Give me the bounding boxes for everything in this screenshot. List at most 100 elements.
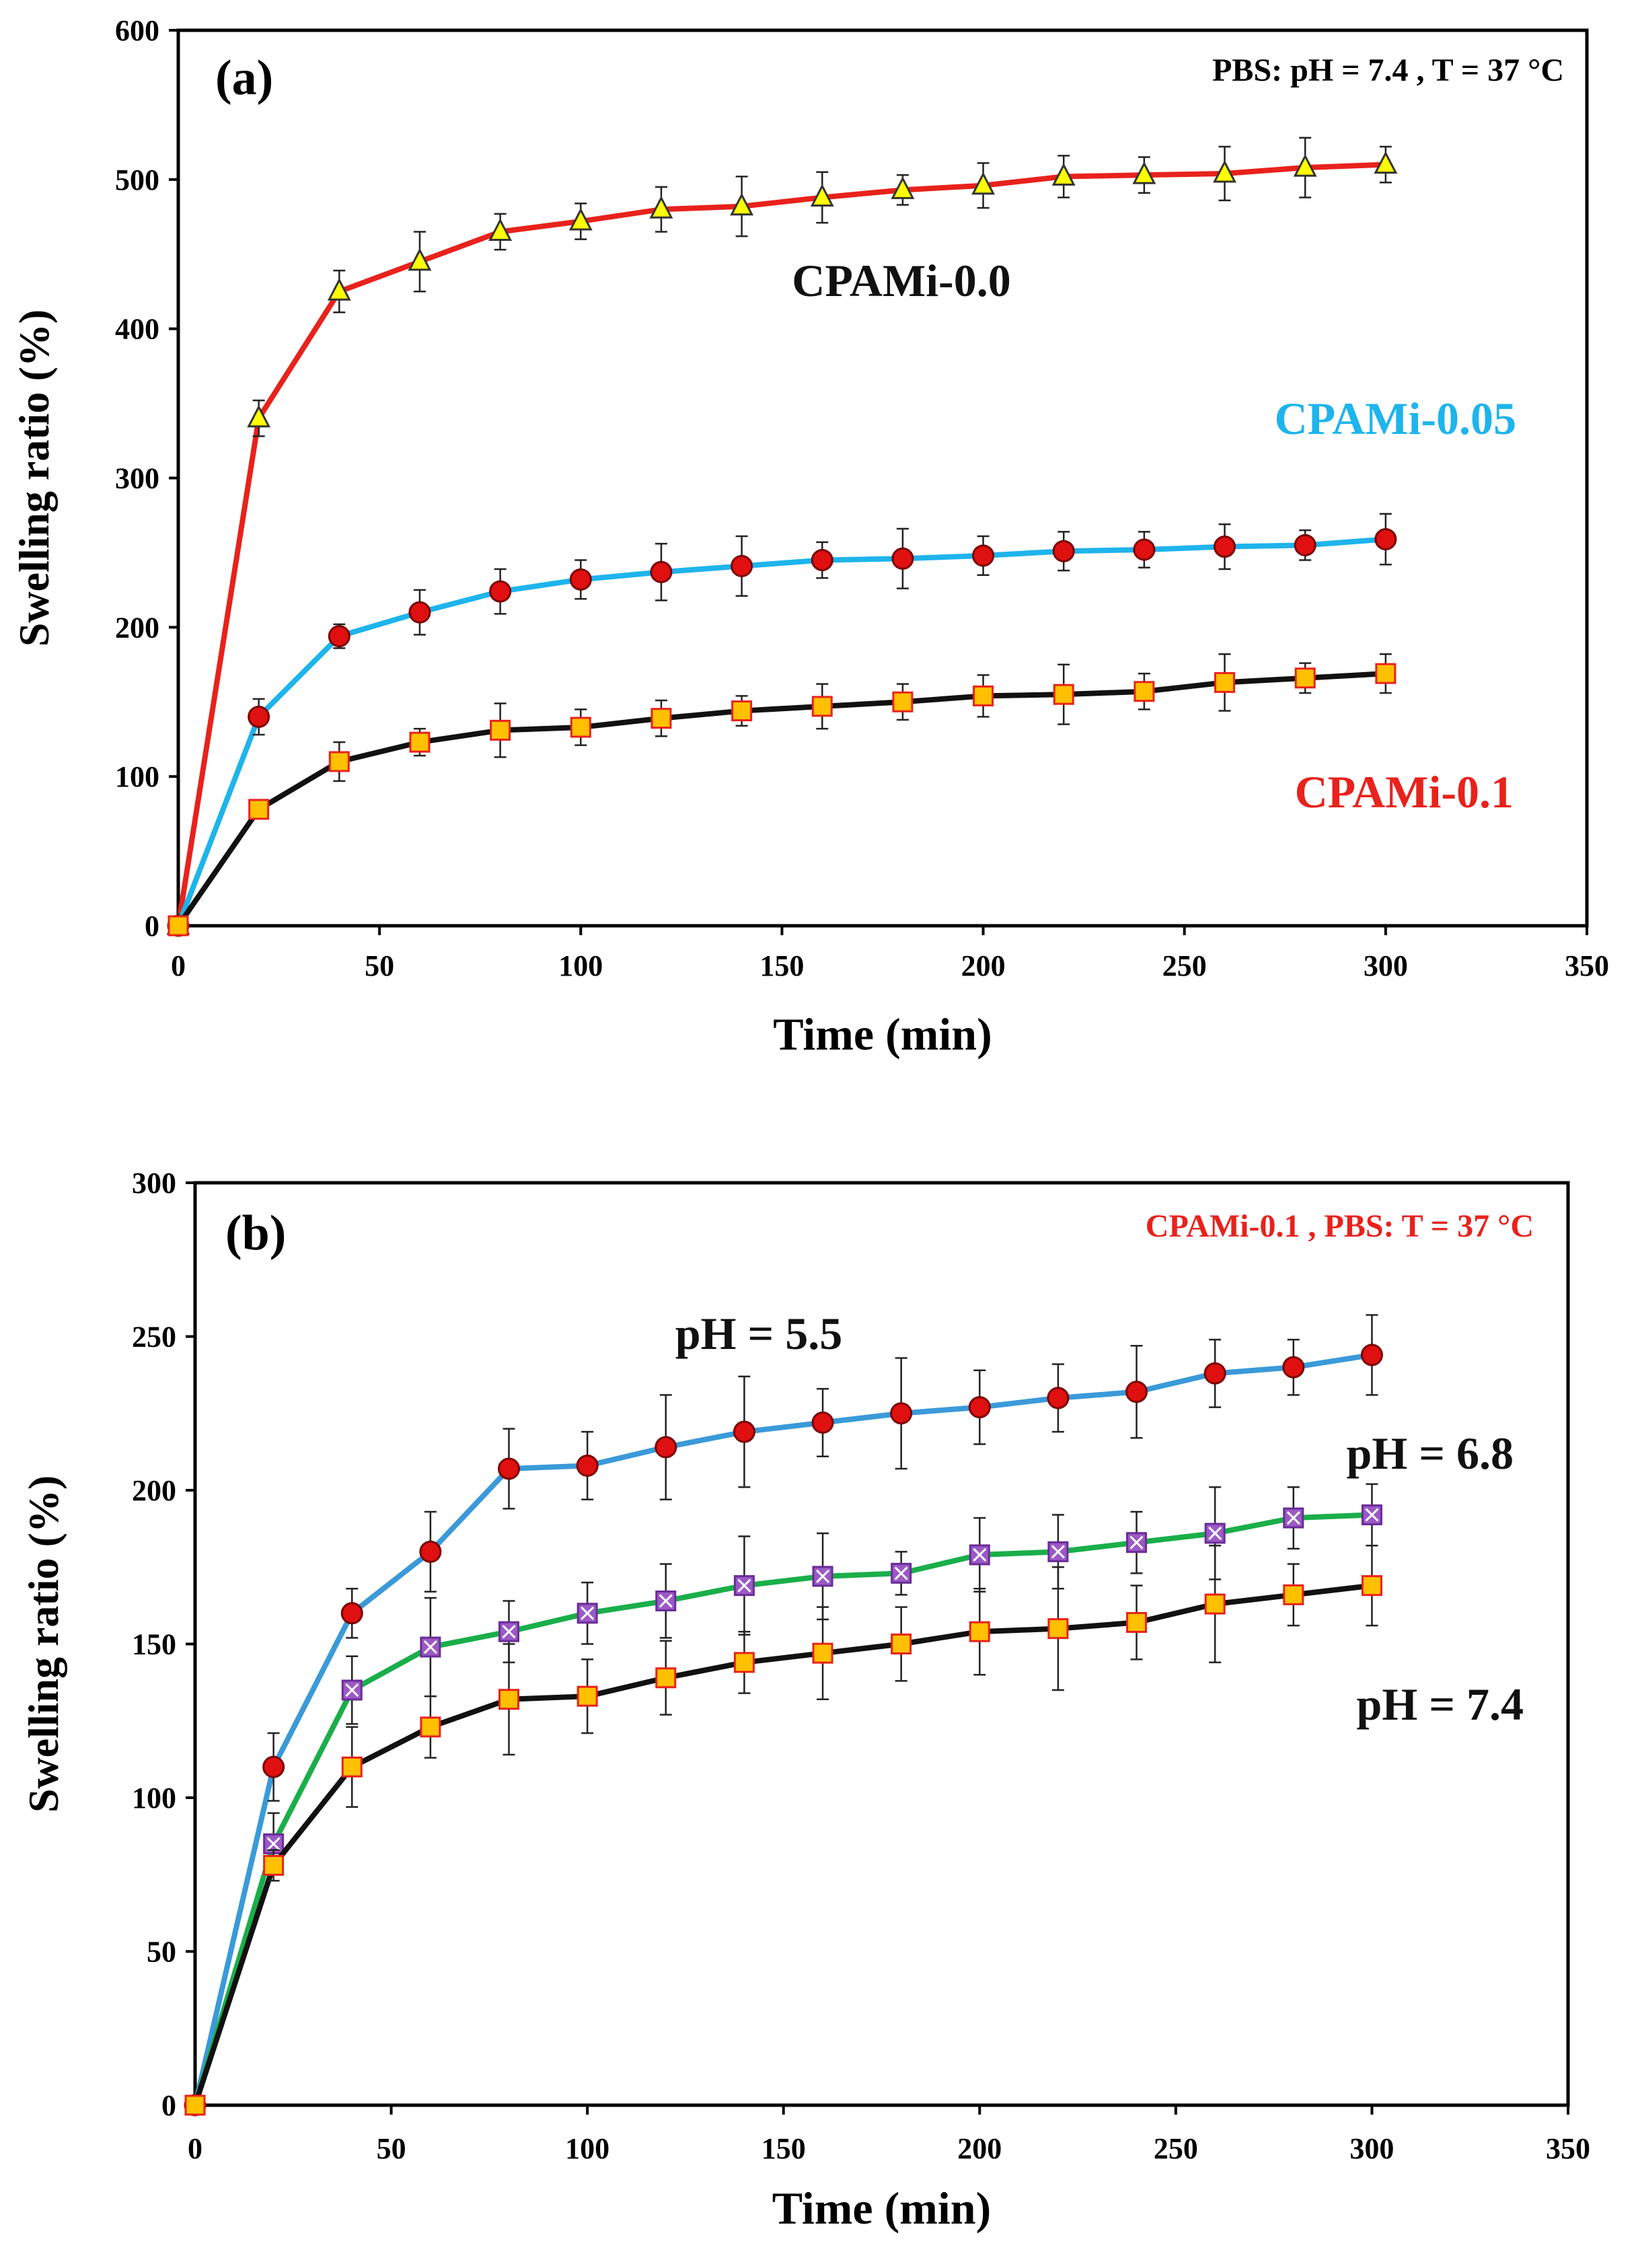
data-point-x [423,1640,437,1654]
data-point-circle [891,547,914,570]
x-tick-label: 150 [761,2132,806,2165]
data-point-square [891,1634,912,1654]
data-point-x [1129,1535,1144,1549]
data-point-triangle [327,277,351,301]
series-label: CPAMi-0.1 [1295,766,1514,817]
data-point-x [737,1578,751,1593]
data-point-triangle [247,404,271,428]
data-point-circle [1203,1362,1226,1385]
x-axis-title: Time (min) [773,1009,992,1060]
x-tick-label: 50 [377,2132,406,2165]
data-point-square [1204,1593,1226,1615]
y-axis-title: Swelling ratio (%) [10,309,58,647]
chart-panel-b: 0 50 100 150 200 250 300 350 0 50 100 150 200 250 300 T… [20,1167,1590,2234]
series-ph-6-8: pH = 6.8 [184,1428,1514,2116]
data-point-circle [1360,1344,1383,1366]
data-point-square [263,1855,285,1876]
data-point-x [502,1625,516,1639]
data-point-x [815,1569,830,1584]
data-point-square [1294,667,1316,689]
x-tick-label: 100 [558,949,603,982]
data-point-square [577,1685,598,1707]
data-point-triangle [730,192,754,216]
x-tick-label: 0 [188,2132,202,2165]
data-point-square [731,700,753,722]
series-line [176,536,1386,927]
data-point-circle [811,1411,834,1434]
data-point-square [655,1667,677,1689]
data-point-circle [489,580,512,603]
y-tick-label: 200 [132,1474,176,1507]
data-point-x [1051,1545,1065,1559]
x-tick-label: 200 [957,2132,1002,2165]
x-tick-label: 250 [1154,2132,1198,2165]
data-point-square [420,1716,441,1738]
data-point-square [341,1756,363,1778]
series-label: pH = 5.5 [675,1308,842,1359]
data-point-x [581,1606,595,1620]
data-point-triangle [1293,153,1317,177]
y-tick-label: 300 [132,1167,176,1200]
data-point-triangle [891,176,915,199]
data-point-square [892,691,914,712]
x-tick-label: 0 [171,949,186,982]
data-point-square [1283,1584,1304,1605]
data-point-circle [655,1436,677,1459]
y-tick-label: 300 [115,462,159,495]
y-tick-label: 150 [132,1628,176,1661]
x-tick-label: 150 [759,949,804,982]
data-point-circle [1374,527,1397,550]
series-label: pH = 7.4 [1357,1679,1524,1730]
data-point-circle [498,1457,521,1480]
data-point-square [498,1689,520,1710]
series-line [192,1352,1373,2106]
data-point-circle [569,568,592,591]
data-point-circle [248,705,270,728]
series-cpami-0-1: CPAMi-0.1 [168,653,1514,937]
condition-label: PBS: pH = 7.4 , T = 37 °C [1212,52,1564,88]
series-cpami-0-05: CPAMi-0.05 [167,393,1516,937]
series-label: CPAMi-0.0 [792,255,1010,306]
data-point-circle [890,1402,913,1425]
condition-label: CPAMi-0.1 , PBS: T = 37 °C [1146,1208,1534,1244]
data-point-triangle [971,172,996,195]
data-point-triangle [408,248,432,271]
y-tick-label: 100 [132,1782,176,1815]
data-point-circle [1282,1356,1305,1379]
x-tick-label: 350 [1546,2132,1590,2165]
data-point-triangle [1051,163,1076,186]
y-tick-label: 500 [115,163,159,196]
data-point-x [1365,1508,1379,1522]
data-point-circle [1133,538,1156,561]
data-point-circle [1125,1381,1148,1403]
data-point-x [659,1594,673,1608]
data-point-circle [1052,540,1075,562]
data-point-square [650,708,672,729]
data-point-circle [1294,534,1316,556]
data-point-circle [408,601,431,624]
y-tick-label: 100 [115,760,159,793]
y-axis-title: Swelling ratio (%) [20,1475,67,1813]
data-point-x [1286,1511,1300,1525]
data-point-circle [811,549,833,572]
data-point-x [894,1566,908,1580]
data-point-square [973,685,994,706]
series-line [176,671,1386,928]
data-point-square [1361,1575,1382,1597]
x-tick-label: 300 [1364,949,1408,982]
data-point-x [973,1547,987,1562]
data-point-circle [650,560,673,583]
data-point-triangle [568,207,593,231]
series-line [192,1582,1372,2107]
data-point-circle [731,554,753,577]
data-point-circle [576,1454,599,1477]
y-tick-label: 0 [145,910,159,943]
x-tick-label: 350 [1565,949,1609,982]
data-point-x [1208,1526,1222,1541]
data-point-square [1133,681,1155,702]
series-line [176,161,1386,926]
data-point-circle [733,1420,755,1443]
x-tick-label: 200 [961,949,1006,982]
data-point-circle [419,1540,442,1563]
series-ph-5-5: pH = 5.5 [184,1308,1383,2117]
